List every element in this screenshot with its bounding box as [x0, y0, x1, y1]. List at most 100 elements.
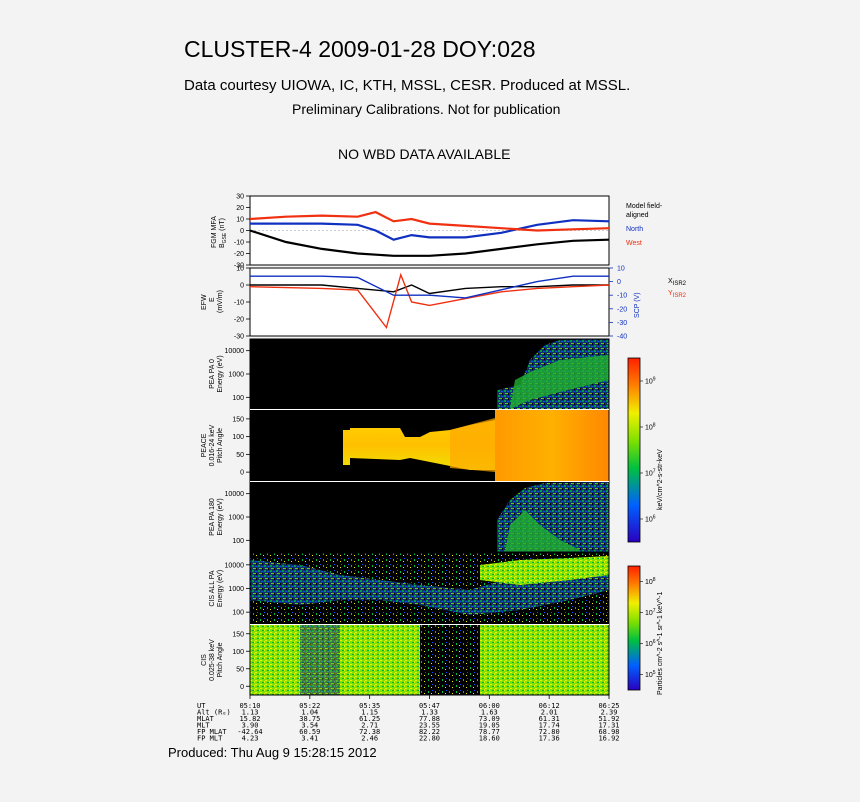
peace-ylabel: PEA PA 180: [209, 498, 216, 536]
produced-timestamp: Produced: Thu Aug 9 15:28:15 2012: [168, 745, 377, 760]
efw-series-x-isr2: [250, 284, 609, 295]
ephemeris-alt: 1.13: [242, 709, 259, 717]
cis-ytick-label: 50: [236, 666, 244, 673]
efw-rtick-label: 10: [617, 266, 625, 273]
fgm-ylabel-1: FGM MFA: [211, 216, 218, 248]
cis-ytick-label: 10000: [225, 562, 245, 569]
cis-ytick-label: 150: [232, 631, 244, 638]
ephemeris-ut: 05:47: [419, 702, 440, 710]
ephemeris-fp-mlt: 2.46: [361, 735, 378, 743]
ephemeris-mlt: 23.55: [419, 722, 440, 730]
efw-ytick-label: -30: [234, 334, 244, 341]
peace-ytick-label: 1000: [228, 372, 244, 379]
ephemeris-mlt: 19.05: [479, 722, 500, 730]
fgm-series-model-field-aligned: [249, 229, 610, 257]
peace-ytick-label: 10000: [225, 491, 245, 498]
fgm-ytick-label: -10: [234, 240, 244, 247]
peace-ylabel: Energy (eV): [217, 355, 224, 392]
fgm-ytick-label: 20: [236, 205, 244, 212]
ephemeris-ut: 06:12: [539, 702, 560, 710]
fgm-ytick-label: 10: [236, 217, 244, 224]
efw-right-label: SCP (V): [634, 292, 641, 318]
cis-cbar-tick: 107: [645, 608, 656, 617]
cis-ytick-label: 0: [240, 684, 244, 691]
ephemeris-fp-mlt: 4.23: [242, 735, 259, 743]
efw-series-scp: [250, 275, 609, 299]
peace-ylabel: 0.016-24 keV: [209, 424, 216, 466]
efw-rtick-label: -30: [617, 320, 627, 327]
ephemeris-mlt: 17.31: [598, 722, 619, 730]
peace-colorbar: [627, 357, 641, 543]
ephemeris-fp-mlt: 18.60: [479, 735, 500, 743]
preliminary-note: Preliminary Calibrations. Not for public…: [292, 101, 561, 117]
efw-ylabel-1: EFW: [201, 294, 208, 310]
ephemeris-mlt: 17.74: [539, 722, 560, 730]
ephemeris-fp-mlt: 17.36: [539, 735, 560, 743]
ephemeris-ut: 05:10: [239, 702, 260, 710]
ephemeris-mlat: 61.31: [539, 715, 560, 723]
cis-colorbar: [627, 565, 641, 691]
cis-pitch-gap: [420, 625, 480, 695]
ephemeris-mlt: 3.54: [301, 722, 318, 730]
ephemeris-fp-mlat: 68.98: [598, 728, 619, 736]
cis-colorbar-label: Particles cm^-2 s^-1 sr^-1 keV^-1: [657, 592, 664, 695]
ephemeris-mlat: 77.88: [419, 715, 440, 723]
cis-cbar-tick: 105: [645, 670, 656, 679]
cis-panel: 10000 1000 100 150 100 50 0 CIS ALL PA Energy (…: [201, 552, 664, 696]
efw-ytick-label: 0: [240, 283, 244, 290]
efw-ytick-label: 10: [236, 266, 244, 273]
peace-cbar-tick: 109: [645, 377, 656, 386]
efw-rtick-label: 0: [617, 279, 621, 286]
peace-ytick-label: 100: [232, 434, 244, 441]
pea-pa0-green: [510, 355, 609, 409]
ephemeris-fp-mlat: 82.22: [419, 728, 440, 736]
legend-y-isr2: YISR2: [668, 290, 687, 299]
ephemeris-label: MLT: [197, 722, 210, 730]
ephemeris-fp-mlat: -42.64: [237, 728, 262, 736]
ephemeris-fp-mlat: 72.38: [359, 728, 380, 736]
peace-ylabel: Pitch Angle: [217, 428, 224, 463]
efw-rtick-label: -20: [617, 306, 627, 313]
cis-cbar-tick: 106: [645, 639, 656, 648]
peace-ylabel: PEA PA 0: [209, 359, 216, 389]
ephemeris-alt: 1.04: [301, 709, 318, 717]
fgm-series-north: [250, 219, 610, 241]
peace-ytick-label: 0: [240, 470, 244, 477]
ephemeris-mlat: 61.25: [359, 715, 380, 723]
peace-ylabel: Energy (eV): [217, 498, 224, 535]
efw-rtick-label: -40: [617, 334, 627, 341]
peace-ytick-label: 100: [232, 538, 244, 545]
efw-series-y-isr2: [249, 272, 610, 330]
peace-cbar-tick: 106: [645, 515, 656, 524]
pea-pitch-mid: [450, 418, 495, 472]
ephemeris-mlat: 73.09: [479, 715, 500, 723]
efw-ytick-label: -20: [234, 317, 244, 324]
ephemeris-alt: 2.39: [601, 709, 618, 717]
cis-ytick-label: 1000: [228, 586, 244, 593]
fgm-series-west: [249, 210, 610, 232]
legend-north: North: [626, 226, 643, 233]
peace-panel: 10000 1000 100 150 100 50 0 10000 1000 100 PEA PA…: [201, 338, 664, 553]
ephemeris-ut: 06:00: [479, 702, 500, 710]
fgm-ytick-label: 30: [236, 194, 244, 201]
cis-cbar-tick: 108: [645, 577, 656, 586]
cis-ylabel: CIS ALL PA: [209, 570, 216, 607]
ephemeris-fp-mlat: 60.59: [299, 728, 320, 736]
cis-ytick-label: 100: [232, 649, 244, 656]
peace-cbar-tick: 107: [645, 469, 656, 478]
data-courtesy: Data courtesy UIOWA, IC, KTH, MSSL, CESR…: [184, 77, 631, 94]
peace-ytick-label: 150: [232, 416, 244, 423]
ephemeris-ut: 06:25: [598, 702, 619, 710]
ephemeris-fp-mlat: 72.80: [539, 728, 560, 736]
ephemeris-alt: 1.63: [481, 709, 498, 717]
cis-ylabel: 0.025-38 keV: [209, 639, 216, 681]
ephemeris-mlat: 15.82: [239, 715, 260, 723]
peace-ytick-label: 100: [232, 395, 244, 402]
legend-model-1: Model field-: [626, 203, 663, 210]
efw-rtick-label: -10: [617, 293, 627, 300]
fgm-ytick-label: -30: [234, 263, 244, 270]
legend-x-isr2: XISR2: [668, 278, 687, 287]
ephemeris-label: FP MLT: [197, 735, 223, 743]
peace-ytick-label: 1000: [228, 515, 244, 522]
